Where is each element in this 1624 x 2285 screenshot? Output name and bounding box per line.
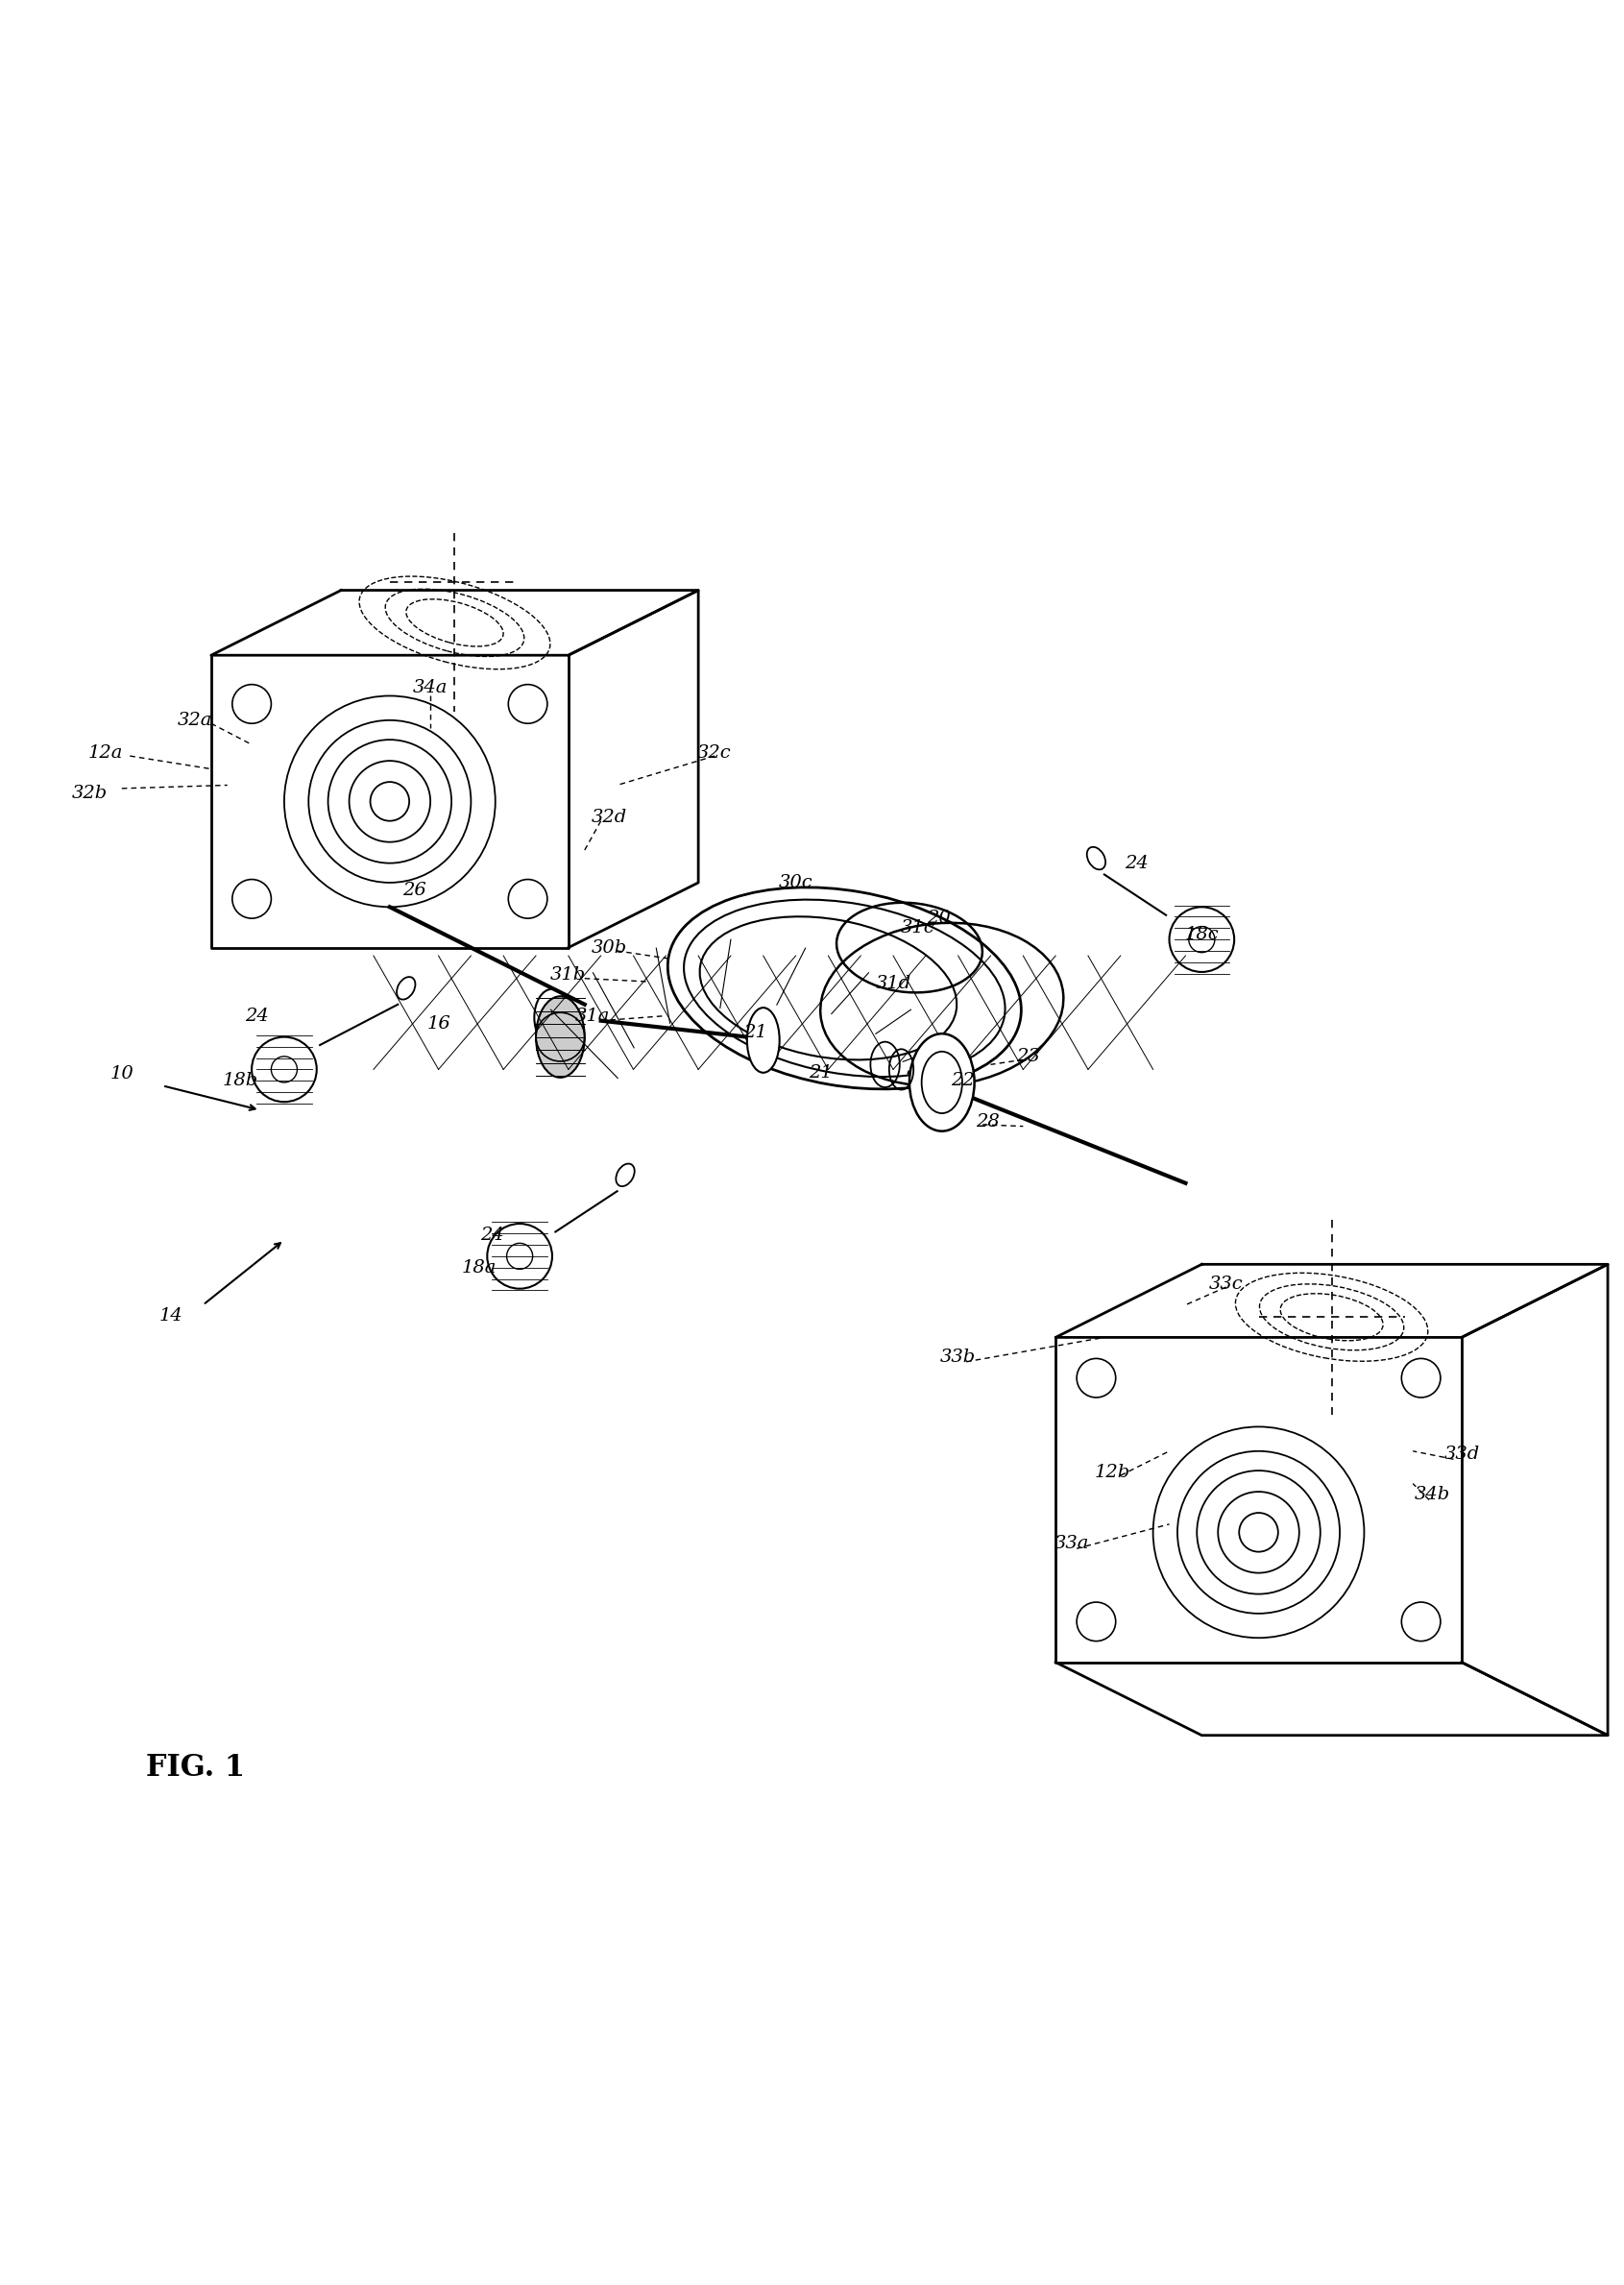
Text: FIG. 1: FIG. 1 xyxy=(146,1753,245,1782)
Text: 31c: 31c xyxy=(900,919,935,937)
Text: 16: 16 xyxy=(427,1015,450,1033)
Text: 31d: 31d xyxy=(875,976,911,992)
Text: 33b: 33b xyxy=(940,1348,976,1366)
Text: 33c: 33c xyxy=(1208,1275,1244,1293)
Text: 32a: 32a xyxy=(177,711,213,729)
Text: 24: 24 xyxy=(1125,855,1148,873)
Ellipse shape xyxy=(909,1033,974,1131)
Text: 23: 23 xyxy=(1017,1049,1039,1065)
Text: 22: 22 xyxy=(952,1072,974,1090)
Text: 31a: 31a xyxy=(575,1008,611,1024)
Ellipse shape xyxy=(536,996,585,1079)
Text: 26: 26 xyxy=(403,882,425,900)
Text: 18b: 18b xyxy=(222,1072,258,1090)
Text: 21: 21 xyxy=(809,1065,831,1081)
Text: 12b: 12b xyxy=(1095,1465,1130,1481)
Text: 18c: 18c xyxy=(1184,925,1220,944)
Text: 32c: 32c xyxy=(697,745,732,761)
Text: 14: 14 xyxy=(159,1307,182,1325)
Text: 28: 28 xyxy=(976,1113,999,1131)
Text: 33d: 33d xyxy=(1444,1446,1479,1462)
Text: 32b: 32b xyxy=(71,784,107,802)
Text: 31b: 31b xyxy=(551,967,586,985)
Text: 34b: 34b xyxy=(1415,1485,1450,1504)
Text: 24: 24 xyxy=(245,1008,268,1024)
Ellipse shape xyxy=(747,1008,780,1072)
Text: 32d: 32d xyxy=(591,809,627,827)
Ellipse shape xyxy=(667,887,1021,1090)
Text: 20: 20 xyxy=(927,909,950,928)
Text: 18a: 18a xyxy=(461,1259,497,1277)
Text: 21: 21 xyxy=(744,1024,767,1040)
Text: 24: 24 xyxy=(481,1227,503,1243)
Text: 33a: 33a xyxy=(1054,1536,1090,1552)
Text: 12a: 12a xyxy=(88,745,123,761)
Text: 34a: 34a xyxy=(412,679,448,697)
Text: 10: 10 xyxy=(110,1065,133,1083)
Text: 30c: 30c xyxy=(778,873,814,891)
Text: 30b: 30b xyxy=(591,939,627,955)
